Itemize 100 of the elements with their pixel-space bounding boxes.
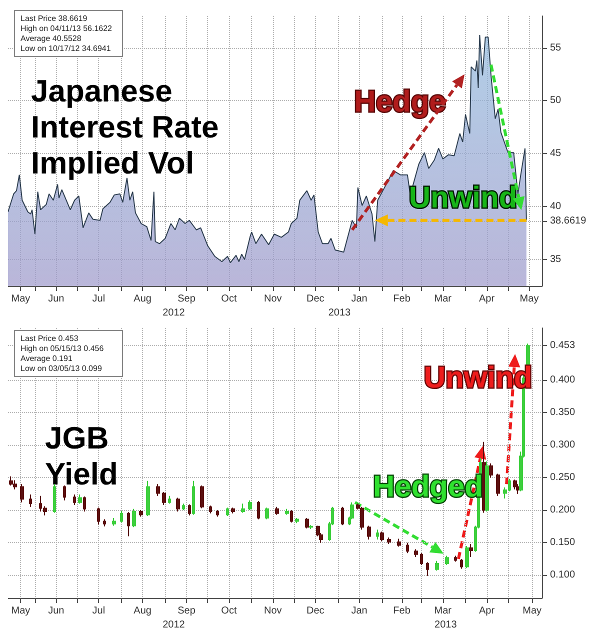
annotation: High on 04/11/13 56.1622 — [20, 24, 113, 33]
candlestick — [209, 505, 212, 514]
candlestick — [200, 484, 204, 509]
candlestick — [97, 507, 100, 525]
candlestick — [83, 496, 86, 512]
annotation: Average 40.5528 — [20, 34, 82, 43]
candlestick — [445, 555, 449, 566]
candlestick — [226, 507, 229, 517]
x-tick-label: May — [522, 606, 542, 616]
candlestick — [176, 497, 180, 512]
candlestick — [275, 506, 279, 516]
x-tick-label: Nov — [264, 606, 282, 616]
x2-tick-label: 2012 — [162, 620, 186, 630]
annotation: High on 05/15/13 0.456 — [20, 344, 104, 353]
y-tick-label: 38.6619 — [550, 215, 587, 226]
candlestick — [367, 525, 371, 540]
x-tick-label: Jun — [48, 294, 64, 304]
x-tick-label: Oct — [221, 294, 237, 304]
candlestick — [387, 536, 391, 544]
candlestick — [469, 544, 473, 558]
candlestick — [112, 517, 116, 526]
x-tick-label: Nov — [264, 294, 282, 304]
candlestick — [146, 480, 150, 517]
x-tick-label: Sep — [178, 606, 196, 616]
candlestick — [426, 562, 429, 576]
annotation: Unwind — [408, 182, 518, 214]
candlestick — [485, 460, 489, 512]
annotation: Last Price 0.453 — [20, 334, 79, 343]
candlestick — [9, 476, 13, 486]
candlestick — [460, 558, 463, 570]
candlestick — [248, 500, 252, 511]
candlestick — [414, 548, 418, 558]
candlestick — [188, 504, 191, 516]
candlestick — [182, 503, 185, 511]
annotation: Last Price 38.6619 — [20, 14, 88, 23]
x-tick-label: May — [11, 606, 30, 616]
y-tick-label: 0.400 — [550, 374, 576, 386]
x2-tick-label: 2013 — [434, 620, 458, 630]
candlestick — [20, 484, 24, 503]
annotation: Hedge — [354, 86, 446, 118]
annotation: Low on 10/17/12 34.6941 — [20, 44, 112, 53]
candlestick — [397, 538, 401, 548]
x-tick-label: Jan — [351, 294, 368, 304]
x-tick-label: Mar — [434, 606, 452, 616]
candlestick — [257, 500, 260, 520]
y-tick-label: 45 — [550, 148, 562, 160]
candlestick — [265, 507, 269, 520]
x-tick-label: Jul — [92, 606, 106, 616]
candlestick — [127, 512, 130, 537]
x-tick-label: Aug — [134, 294, 152, 304]
candlestick — [78, 494, 82, 504]
x-tick-label: Dec — [306, 294, 324, 304]
x-tick-label: Apr — [478, 294, 496, 304]
x2-tick-label: 2012 — [162, 308, 186, 318]
y-tick-label: 0.250 — [550, 472, 576, 484]
candlestick — [376, 529, 379, 540]
candlestick — [241, 503, 245, 514]
candlestick — [465, 545, 469, 569]
candlestick — [162, 491, 166, 506]
x-tick-label: Jun — [48, 606, 64, 616]
candlestick — [231, 507, 235, 514]
annotation: Low on 03/05/13 0.099 — [20, 364, 102, 373]
candlestick — [360, 506, 364, 530]
y-tick-label: 50 — [550, 95, 562, 106]
x-tick-label: May — [11, 294, 30, 304]
x-tick-label: May — [520, 294, 539, 304]
candlestick — [516, 484, 520, 494]
candlestick — [168, 495, 171, 504]
text: JGB Yield — [45, 420, 118, 492]
x-tick-label: Jul — [92, 294, 106, 304]
candlestick — [435, 560, 439, 572]
candlestick — [29, 494, 32, 508]
candlestick — [285, 508, 289, 516]
x-tick-label: Feb — [393, 606, 411, 616]
x-tick-label: Apr — [478, 606, 496, 616]
y-tick-label: 55 — [550, 42, 562, 54]
x-tick-label: Aug — [134, 606, 152, 616]
x-tick-label: Oct — [221, 606, 237, 616]
candlestick — [13, 480, 17, 490]
text: Japanese Interest Rate Implied Vol — [31, 74, 228, 180]
candlestick — [406, 542, 409, 554]
candlestick — [103, 518, 106, 527]
annotation: Average 0.191 — [20, 354, 73, 363]
candlestick — [192, 480, 195, 516]
candlestick — [132, 508, 136, 528]
y-tick-label: 0.100 — [550, 570, 576, 581]
candlestick — [513, 479, 517, 490]
candlestick — [295, 517, 299, 524]
x-tick-label: Jan — [351, 606, 368, 616]
candlestick — [139, 510, 143, 518]
y-tick-label: 0.453 — [550, 340, 576, 352]
candlestick — [454, 555, 457, 562]
y-tick-label: 0.350 — [550, 407, 576, 418]
x2-tick-label: 2013 — [328, 308, 352, 318]
y-tick-label: 0.300 — [550, 440, 576, 451]
candlestick — [420, 552, 423, 566]
x-tick-label: Sep — [178, 294, 196, 304]
y-tick-label: 40 — [550, 201, 562, 212]
candlestick — [216, 510, 219, 518]
y-tick-label: 35 — [550, 254, 562, 266]
